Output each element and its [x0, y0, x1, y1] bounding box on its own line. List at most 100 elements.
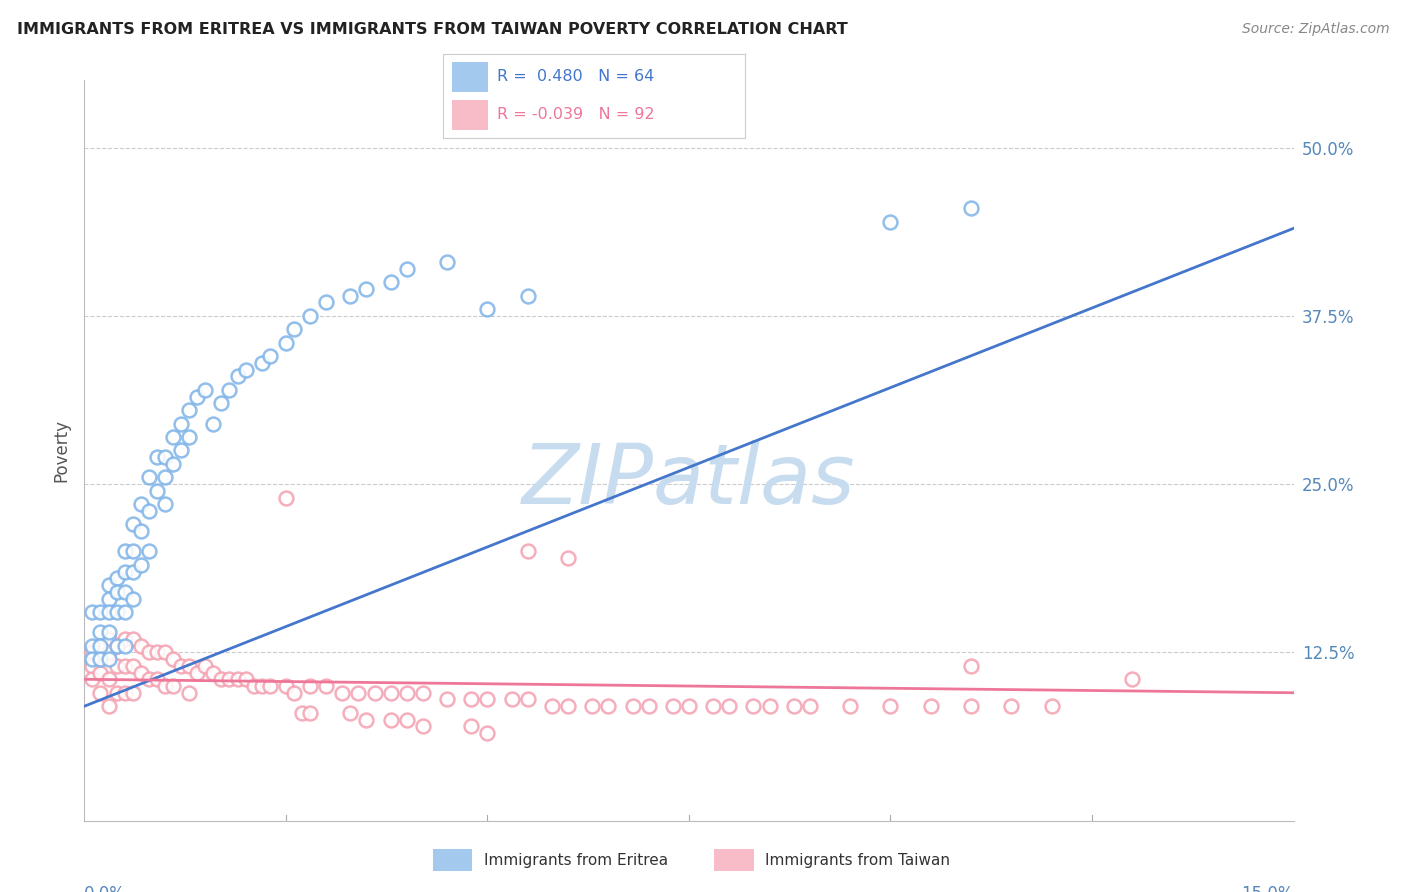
Point	[162, 430, 184, 444]
Point	[170, 443, 193, 458]
Text: Source: ZipAtlas.com: Source: ZipAtlas.com	[1241, 22, 1389, 37]
Point	[82, 652, 104, 666]
Point	[380, 713, 402, 727]
Point	[146, 450, 169, 465]
Point	[114, 605, 136, 619]
Point	[97, 578, 120, 592]
Point	[250, 356, 273, 370]
Point	[202, 417, 225, 431]
Text: Immigrants from Taiwan: Immigrants from Taiwan	[765, 853, 950, 868]
Point	[121, 658, 143, 673]
Point	[129, 524, 152, 539]
Point	[516, 692, 538, 706]
Point	[82, 645, 104, 659]
Text: R = -0.039   N = 92: R = -0.039 N = 92	[498, 107, 655, 122]
Point	[380, 275, 402, 289]
Point	[702, 699, 724, 714]
Point	[114, 632, 136, 646]
Point	[1000, 699, 1022, 714]
Point	[1040, 699, 1063, 714]
Point	[274, 491, 297, 505]
Point	[89, 665, 111, 680]
Point	[678, 699, 700, 714]
Point	[799, 699, 821, 714]
Point	[202, 665, 225, 680]
Text: Immigrants from Eritrea: Immigrants from Eritrea	[484, 853, 668, 868]
Point	[105, 658, 128, 673]
Point	[97, 591, 120, 606]
Point	[162, 652, 184, 666]
Point	[274, 679, 297, 693]
Point	[194, 658, 217, 673]
Point	[516, 288, 538, 302]
Point	[114, 565, 136, 579]
Point	[283, 322, 305, 336]
Point	[783, 699, 806, 714]
Point	[315, 295, 337, 310]
Point	[89, 639, 111, 653]
Point	[105, 571, 128, 585]
Point	[315, 679, 337, 693]
Point	[363, 686, 385, 700]
Point	[138, 504, 160, 518]
Point	[879, 214, 901, 228]
Point	[436, 692, 458, 706]
Point	[82, 605, 104, 619]
Point	[105, 639, 128, 653]
Point	[146, 645, 169, 659]
Point	[380, 686, 402, 700]
Point	[97, 699, 120, 714]
Point	[138, 470, 160, 484]
Point	[114, 584, 136, 599]
Point	[97, 673, 120, 687]
Point	[89, 639, 111, 653]
Point	[129, 497, 152, 511]
Point	[242, 679, 264, 693]
Text: R =  0.480   N = 64: R = 0.480 N = 64	[498, 70, 655, 85]
Point	[356, 282, 378, 296]
Point	[153, 497, 176, 511]
Point	[477, 302, 499, 317]
Point	[395, 713, 418, 727]
Point	[186, 665, 208, 680]
Point	[153, 470, 176, 484]
Point	[129, 665, 152, 680]
Point	[1121, 673, 1143, 687]
Point	[581, 699, 603, 714]
Point	[477, 726, 499, 740]
Point	[170, 658, 193, 673]
Point	[129, 639, 152, 653]
Point	[89, 652, 111, 666]
Point	[97, 605, 120, 619]
Point	[395, 686, 418, 700]
Point	[960, 699, 983, 714]
Point	[477, 692, 499, 706]
Point	[250, 679, 273, 693]
Point	[541, 699, 564, 714]
Point	[146, 483, 169, 498]
Point	[105, 639, 128, 653]
Point	[105, 584, 128, 599]
Point	[209, 673, 232, 687]
Bar	[451, 100, 488, 130]
Point	[299, 706, 322, 720]
Point	[259, 349, 281, 363]
Point	[179, 430, 201, 444]
Point	[436, 255, 458, 269]
Point	[516, 544, 538, 558]
Point	[259, 679, 281, 693]
Point	[114, 639, 136, 653]
Point	[395, 261, 418, 276]
Point	[179, 403, 201, 417]
Point	[153, 450, 176, 465]
Point	[226, 673, 249, 687]
Point	[89, 652, 111, 666]
Text: 0.0%: 0.0%	[84, 885, 127, 892]
Point	[82, 673, 104, 687]
Point	[121, 565, 143, 579]
Point	[82, 658, 104, 673]
Point	[105, 605, 128, 619]
Point	[121, 686, 143, 700]
Point	[138, 645, 160, 659]
Point	[82, 639, 104, 653]
